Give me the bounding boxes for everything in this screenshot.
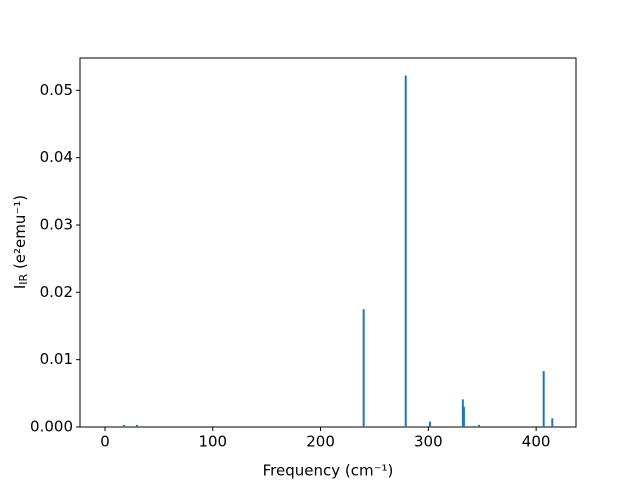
x-tick-label: 200 [306, 433, 335, 451]
y-label-main: I [11, 285, 29, 289]
x-tick-label: 300 [414, 433, 443, 451]
bar [477, 424, 480, 427]
bar [428, 421, 431, 427]
y-tick-label: 0.04 [40, 148, 73, 166]
y-tick-label: 0.000 [30, 418, 73, 436]
x-tick-label: 100 [198, 433, 227, 451]
y-label-sub: IR [17, 273, 30, 284]
bar [362, 309, 365, 427]
y-tick-label: 0.03 [40, 215, 73, 233]
bar [404, 75, 407, 428]
x-tick-label: 400 [522, 433, 551, 451]
bar [461, 399, 464, 427]
y-tick-label: 0.01 [40, 350, 73, 368]
x-axis-label: Frequency (cm⁻¹) [263, 462, 394, 480]
x-tick-label: 0 [100, 433, 110, 451]
bar [136, 424, 139, 427]
y-axis-label: IIR (e²emu⁻¹) [11, 195, 31, 289]
plot-frame [79, 57, 577, 428]
y-label-rest: (e²emu⁻¹) [11, 195, 29, 274]
bar [122, 424, 125, 427]
y-tick-label: 0.02 [40, 283, 73, 301]
bar [551, 418, 554, 427]
y-tick-label: 0.05 [40, 81, 73, 99]
bar [542, 371, 545, 427]
bar [462, 406, 465, 427]
